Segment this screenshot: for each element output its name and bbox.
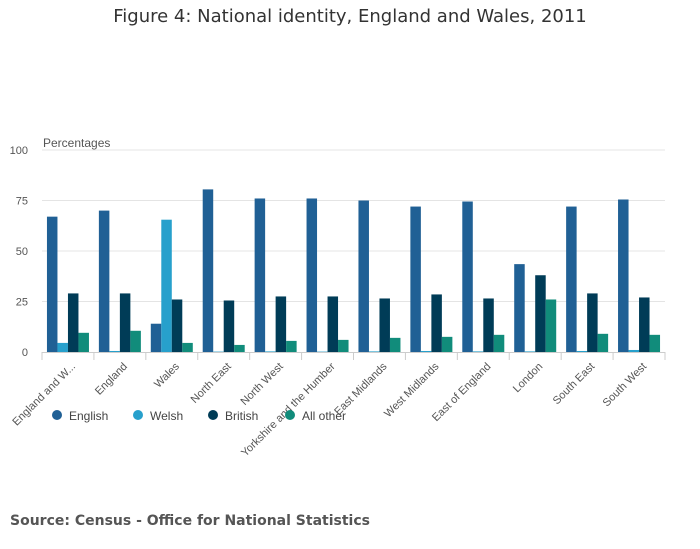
x-tick-label: England and W...	[10, 361, 78, 429]
legend-item-british[interactable]: British	[208, 409, 258, 423]
bar-welsh[interactable]	[576, 350, 588, 352]
y-tick-label: 75	[16, 196, 28, 208]
bars	[46, 189, 661, 353]
bar-welsh[interactable]	[57, 342, 68, 352]
bar-welsh[interactable]	[109, 350, 120, 352]
bar-all-other[interactable]	[338, 339, 349, 352]
bar-english[interactable]	[202, 189, 214, 352]
bar-welsh[interactable]	[472, 351, 484, 352]
x-tick-label: Wales	[152, 360, 182, 390]
bar-british[interactable]	[639, 297, 650, 352]
y-axis-label: Percentages	[43, 136, 110, 150]
bar-british[interactable]	[327, 296, 339, 352]
bar-british[interactable]	[535, 275, 546, 352]
bar-british[interactable]	[431, 294, 442, 352]
source-note: Source: Census - Office for National Sta…	[10, 513, 370, 529]
bar-english[interactable]	[150, 323, 162, 352]
bar-all-other[interactable]	[441, 336, 453, 352]
legend-label: English	[69, 409, 108, 423]
bar-english[interactable]	[358, 200, 369, 353]
bar-welsh[interactable]	[420, 350, 432, 352]
bar-all-other[interactable]	[182, 342, 193, 352]
bar-all-other[interactable]	[286, 340, 297, 352]
bar-welsh[interactable]	[161, 219, 172, 352]
bar-english[interactable]	[566, 206, 577, 352]
bar-british[interactable]	[223, 300, 235, 352]
bar-english[interactable]	[514, 264, 525, 352]
source-text: Census - Office for National Statistics	[74, 513, 370, 529]
bar-british[interactable]	[119, 293, 131, 352]
bar-all-other[interactable]	[493, 334, 505, 352]
bar-english[interactable]	[618, 199, 629, 352]
legend-item-english[interactable]: English	[52, 409, 108, 423]
x-tick-label: North West	[239, 361, 286, 408]
chart-title: Figure 4: National identity, England and…	[113, 6, 587, 27]
bar-english[interactable]	[98, 210, 110, 352]
bar-british[interactable]	[171, 299, 183, 352]
bar-all-other[interactable]	[545, 299, 557, 352]
legend-label: Welsh	[150, 409, 183, 423]
bar-welsh[interactable]	[524, 351, 536, 352]
bar-english[interactable]	[306, 198, 318, 352]
bar-british[interactable]	[67, 293, 79, 352]
bar-english[interactable]	[46, 216, 58, 352]
y-tick-label: 50	[16, 246, 28, 258]
legend-item-welsh[interactable]: Welsh	[133, 409, 183, 423]
bar-all-other[interactable]	[130, 330, 141, 352]
legend-item-all-other[interactable]: All other	[285, 409, 346, 423]
bar-all-other[interactable]	[389, 337, 401, 352]
legend-marker	[52, 410, 62, 420]
legend-label: British	[225, 409, 258, 423]
legend-marker	[208, 410, 218, 420]
x-tick-label: England	[93, 361, 130, 398]
legend[interactable]: English Welsh British All other	[52, 409, 346, 423]
bar-all-other[interactable]	[649, 334, 661, 352]
bar-english[interactable]	[462, 201, 473, 352]
bar-british[interactable]	[379, 298, 390, 352]
bar-british[interactable]	[587, 293, 598, 352]
gridlines	[42, 149, 665, 302]
bar-all-other[interactable]	[78, 332, 89, 352]
y-tick-label: 0	[22, 347, 28, 359]
y-tick-label: 25	[16, 297, 28, 309]
legend-label: All other	[302, 409, 346, 423]
bar-welsh[interactable]	[368, 351, 380, 352]
bar-english[interactable]	[254, 198, 266, 352]
x-tick-label: West Midlands	[382, 360, 442, 420]
bar-english[interactable]	[410, 206, 421, 352]
bar-british[interactable]	[275, 296, 287, 352]
x-tick-label: North East	[189, 361, 234, 406]
y-tick-label: 100	[10, 145, 28, 157]
x-axis	[41, 352, 666, 360]
bar-welsh[interactable]	[628, 349, 640, 352]
bar-british[interactable]	[483, 298, 494, 352]
bar-all-other[interactable]	[234, 344, 245, 352]
bar-all-other[interactable]	[597, 333, 609, 352]
source-label: Source:	[10, 513, 70, 529]
x-tick-label: London	[511, 361, 545, 395]
y-axis-ticks: 0 25 50 75 100	[10, 145, 28, 359]
legend-marker	[133, 410, 143, 420]
legend-marker	[285, 410, 295, 420]
x-tick-label: South West	[601, 361, 650, 410]
bar-welsh[interactable]	[265, 351, 276, 352]
x-tick-label: South East	[551, 361, 598, 408]
